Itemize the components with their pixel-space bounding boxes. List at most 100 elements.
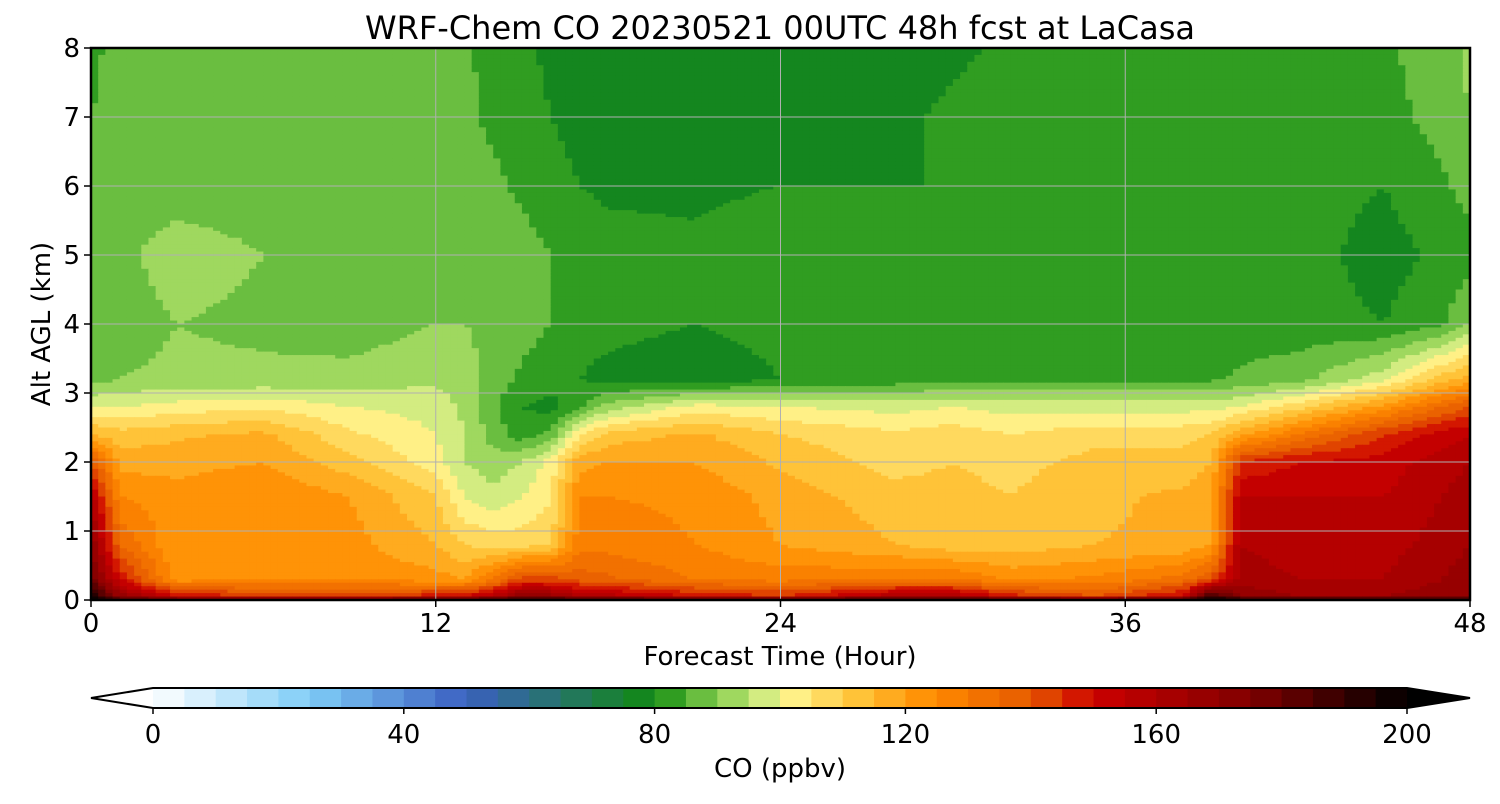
heatmap-cell: [1103, 54, 1112, 59]
heatmap-cell: [1311, 92, 1320, 97]
heatmap-cell: [1146, 117, 1155, 122]
heatmap-cell: [543, 96, 552, 101]
heatmap-cell: [960, 79, 968, 84]
heatmap-cell: [1448, 54, 1457, 59]
heatmap-cell: [1125, 79, 1134, 84]
heatmap-cell: [299, 54, 308, 59]
heatmap-cell: [529, 117, 537, 122]
heatmap-cell: [414, 117, 422, 122]
heatmap-cell: [220, 127, 229, 132]
heatmap-cell: [105, 137, 114, 142]
heatmap-cell: [916, 82, 925, 87]
heatmap-cell: [98, 92, 106, 97]
heatmap-cell: [873, 51, 882, 56]
heatmap-cell: [1319, 106, 1327, 111]
heatmap-cell: [1168, 130, 1177, 135]
heatmap-cell: [809, 103, 818, 108]
heatmap-cell: [636, 99, 645, 104]
heatmap-cell: [220, 68, 229, 73]
heatmap-cell: [328, 85, 336, 90]
heatmap-cell: [924, 61, 932, 66]
heatmap-cell: [787, 51, 796, 56]
heatmap-cell: [105, 130, 114, 135]
heatmap-cell: [665, 54, 674, 59]
heatmap-cell: [809, 58, 818, 63]
heatmap-cell: [902, 110, 911, 115]
heatmap-cell: [543, 103, 552, 108]
heatmap-cell: [363, 117, 372, 122]
heatmap-cell: [1390, 85, 1399, 90]
heatmap-cell: [600, 65, 609, 70]
heatmap-cell: [1031, 48, 1040, 53]
heatmap-cell: [1132, 120, 1141, 125]
heatmap-cell: [1232, 82, 1241, 87]
heatmap-cell: [1103, 68, 1112, 73]
heatmap-cell: [687, 72, 695, 77]
heatmap-cell: [191, 103, 200, 108]
heatmap-cell: [1053, 82, 1062, 87]
heatmap-cell: [773, 72, 782, 77]
heatmap-cell: [134, 72, 142, 77]
heatmap-cell: [1333, 68, 1342, 73]
heatmap-cell: [1110, 99, 1119, 104]
heatmap-cell: [363, 75, 372, 80]
heatmap-cell: [830, 103, 839, 108]
heatmap-cell: [105, 58, 114, 63]
heatmap-cell: [1405, 96, 1414, 101]
heatmap-cell: [1441, 96, 1450, 101]
heatmap-cell: [1074, 72, 1083, 77]
heatmap-cell: [320, 96, 329, 101]
heatmap-cell: [1232, 58, 1241, 63]
heatmap-cell: [744, 113, 753, 118]
heatmap-cell: [170, 72, 178, 77]
heatmap-cell: [1441, 51, 1450, 56]
heatmap-cell: [277, 89, 286, 94]
heatmap-cell: [241, 72, 250, 77]
heatmap-cell: [313, 134, 322, 139]
heatmap-cell: [486, 79, 494, 84]
heatmap-cell: [1290, 72, 1299, 77]
heatmap-cell: [816, 120, 825, 125]
heatmap-cell: [1390, 61, 1399, 66]
heatmap-cell: [91, 79, 99, 84]
heatmap-cell: [1311, 58, 1320, 63]
heatmap-cell: [816, 48, 825, 53]
heatmap-cell: [593, 96, 602, 101]
heatmap-cell: [112, 79, 121, 84]
heatmap-cell: [622, 113, 631, 118]
heatmap-cell: [916, 127, 925, 132]
heatmap-cell: [1089, 134, 1098, 139]
heatmap-cell: [112, 92, 121, 97]
heatmap-cell: [356, 96, 365, 101]
heatmap-cell: [1139, 79, 1148, 84]
heatmap-cell: [615, 134, 624, 139]
heatmap-cell: [486, 123, 494, 128]
heatmap-cell: [1175, 82, 1184, 87]
heatmap-cell: [593, 61, 602, 66]
heatmap-cell: [1225, 96, 1234, 101]
heatmap-cell: [751, 120, 760, 125]
heatmap-cell: [1240, 134, 1248, 139]
heatmap-cell: [802, 65, 810, 70]
heatmap-cell: [292, 106, 300, 111]
heatmap-cell: [629, 103, 638, 108]
heatmap-cell: [1096, 123, 1105, 128]
heatmap-cell: [392, 65, 401, 70]
heatmap-cell: [1132, 127, 1141, 132]
heatmap-cell: [177, 99, 185, 104]
heatmap-cell: [371, 113, 379, 118]
heatmap-cell: [1319, 120, 1327, 125]
heatmap-cell: [270, 103, 279, 108]
heatmap-cell: [1118, 58, 1126, 63]
heatmap-cell: [148, 51, 157, 56]
heatmap-cell: [320, 120, 329, 125]
heatmap-cell: [126, 106, 135, 111]
heatmap-cell: [981, 85, 990, 90]
heatmap-cell: [1326, 99, 1335, 104]
heatmap-cell: [141, 130, 150, 135]
heatmap-cell: [306, 65, 315, 70]
heatmap-cell: [1103, 134, 1112, 139]
heatmap-cell: [888, 61, 897, 66]
heatmap-cell: [902, 123, 911, 128]
heatmap-cell: [306, 120, 315, 125]
